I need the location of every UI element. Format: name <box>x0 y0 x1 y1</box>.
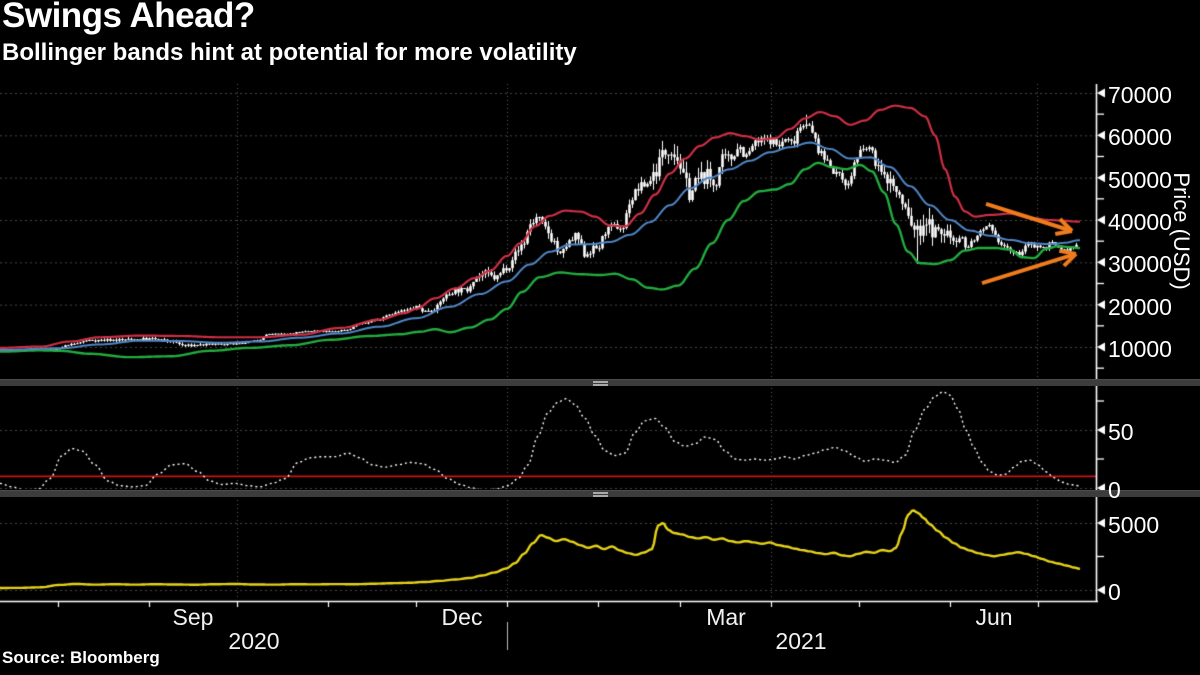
spread-tick-label: 5000 <box>1108 512 1160 538</box>
price-tick-label: 50000 <box>1108 166 1172 193</box>
month-label: Mar <box>706 604 746 630</box>
month-label: Sep <box>172 604 214 630</box>
splitter-grip-icon <box>593 381 608 386</box>
source-credit: Source: Bloomberg <box>2 648 160 667</box>
bandwidth-tick-label: 0 <box>1108 477 1121 503</box>
year-label: 2021 <box>775 628 827 654</box>
page-title: Swings Ahead? <box>2 0 255 35</box>
panel-splitter-top[interactable] <box>0 379 1200 386</box>
spread-tick-label: 0 <box>1108 579 1121 605</box>
page-subtitle: Bollinger bands hint at potential for mo… <box>2 39 577 66</box>
price-tick-label: 20000 <box>1108 293 1172 320</box>
month-label: Dec <box>441 604 483 630</box>
price-tick-label: 40000 <box>1108 209 1172 235</box>
splitter-grip-icon <box>593 492 608 497</box>
price-tick-label: 30000 <box>1108 251 1172 278</box>
year-label: 2020 <box>228 628 280 654</box>
price-tick-label: 70000 <box>1108 82 1172 108</box>
panel-splitter-bottom[interactable] <box>0 490 1200 497</box>
bandwidth-tick-label: 50 <box>1108 419 1134 445</box>
price-tick-label: 10000 <box>1108 336 1172 362</box>
price-tick-label: 60000 <box>1108 124 1172 151</box>
month-label: Jun <box>975 604 1013 630</box>
